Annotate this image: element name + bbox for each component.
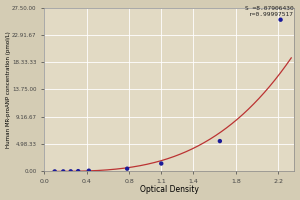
Point xyxy=(159,162,164,165)
Point xyxy=(278,18,283,21)
Y-axis label: Human MR-proANP concentration (pmol/L): Human MR-proANP concentration (pmol/L) xyxy=(6,31,10,148)
Point xyxy=(218,139,222,143)
Point xyxy=(61,170,66,173)
Point xyxy=(125,167,130,170)
Point xyxy=(86,169,91,172)
Point xyxy=(76,170,81,173)
Text: S =8.07906430
r=0.99997517: S =8.07906430 r=0.99997517 xyxy=(245,6,294,17)
X-axis label: Optical Density: Optical Density xyxy=(140,185,199,194)
Point xyxy=(52,170,57,173)
Point xyxy=(68,170,73,173)
